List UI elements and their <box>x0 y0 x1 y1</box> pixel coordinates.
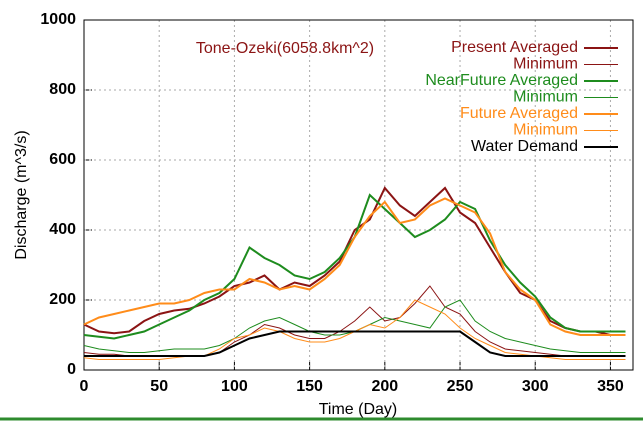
x-tick-label: 50 <box>150 378 168 395</box>
y-tick-label: 200 <box>49 291 76 308</box>
chart: Tone-Ozeki(6058.8km^2) Time (Day) Discha… <box>0 0 643 421</box>
y-tick-label: 1000 <box>40 11 76 28</box>
legend-label: Future Averaged <box>460 105 578 122</box>
legend-label: Present Averaged <box>451 39 578 56</box>
y-tick-label: 800 <box>49 81 76 98</box>
x-tick-label: 0 <box>80 378 89 395</box>
y-tick-label: 0 <box>67 361 76 378</box>
x-tick-label: 350 <box>597 378 624 395</box>
y-tick-label: 400 <box>49 221 76 238</box>
x-axis-label: Time (Day) <box>319 401 398 418</box>
legend-label: Minimum <box>513 122 578 139</box>
legend-label: Minimum <box>513 56 578 73</box>
x-tick-label: 300 <box>522 378 549 395</box>
y-axis-label: Discharge (m^3/s) <box>13 130 30 259</box>
x-tick-label: 200 <box>371 378 398 395</box>
legend-label: NearFuture Averaged <box>425 72 578 89</box>
legend-label: Minimum <box>513 89 578 106</box>
y-tick-label: 600 <box>49 151 76 168</box>
chart-title: Tone-Ozeki(6058.8km^2) <box>196 40 374 57</box>
x-tick-label: 250 <box>447 378 474 395</box>
legend-label: Water Demand <box>471 138 578 155</box>
x-tick-label: 150 <box>296 378 323 395</box>
x-tick-label: 100 <box>221 378 248 395</box>
